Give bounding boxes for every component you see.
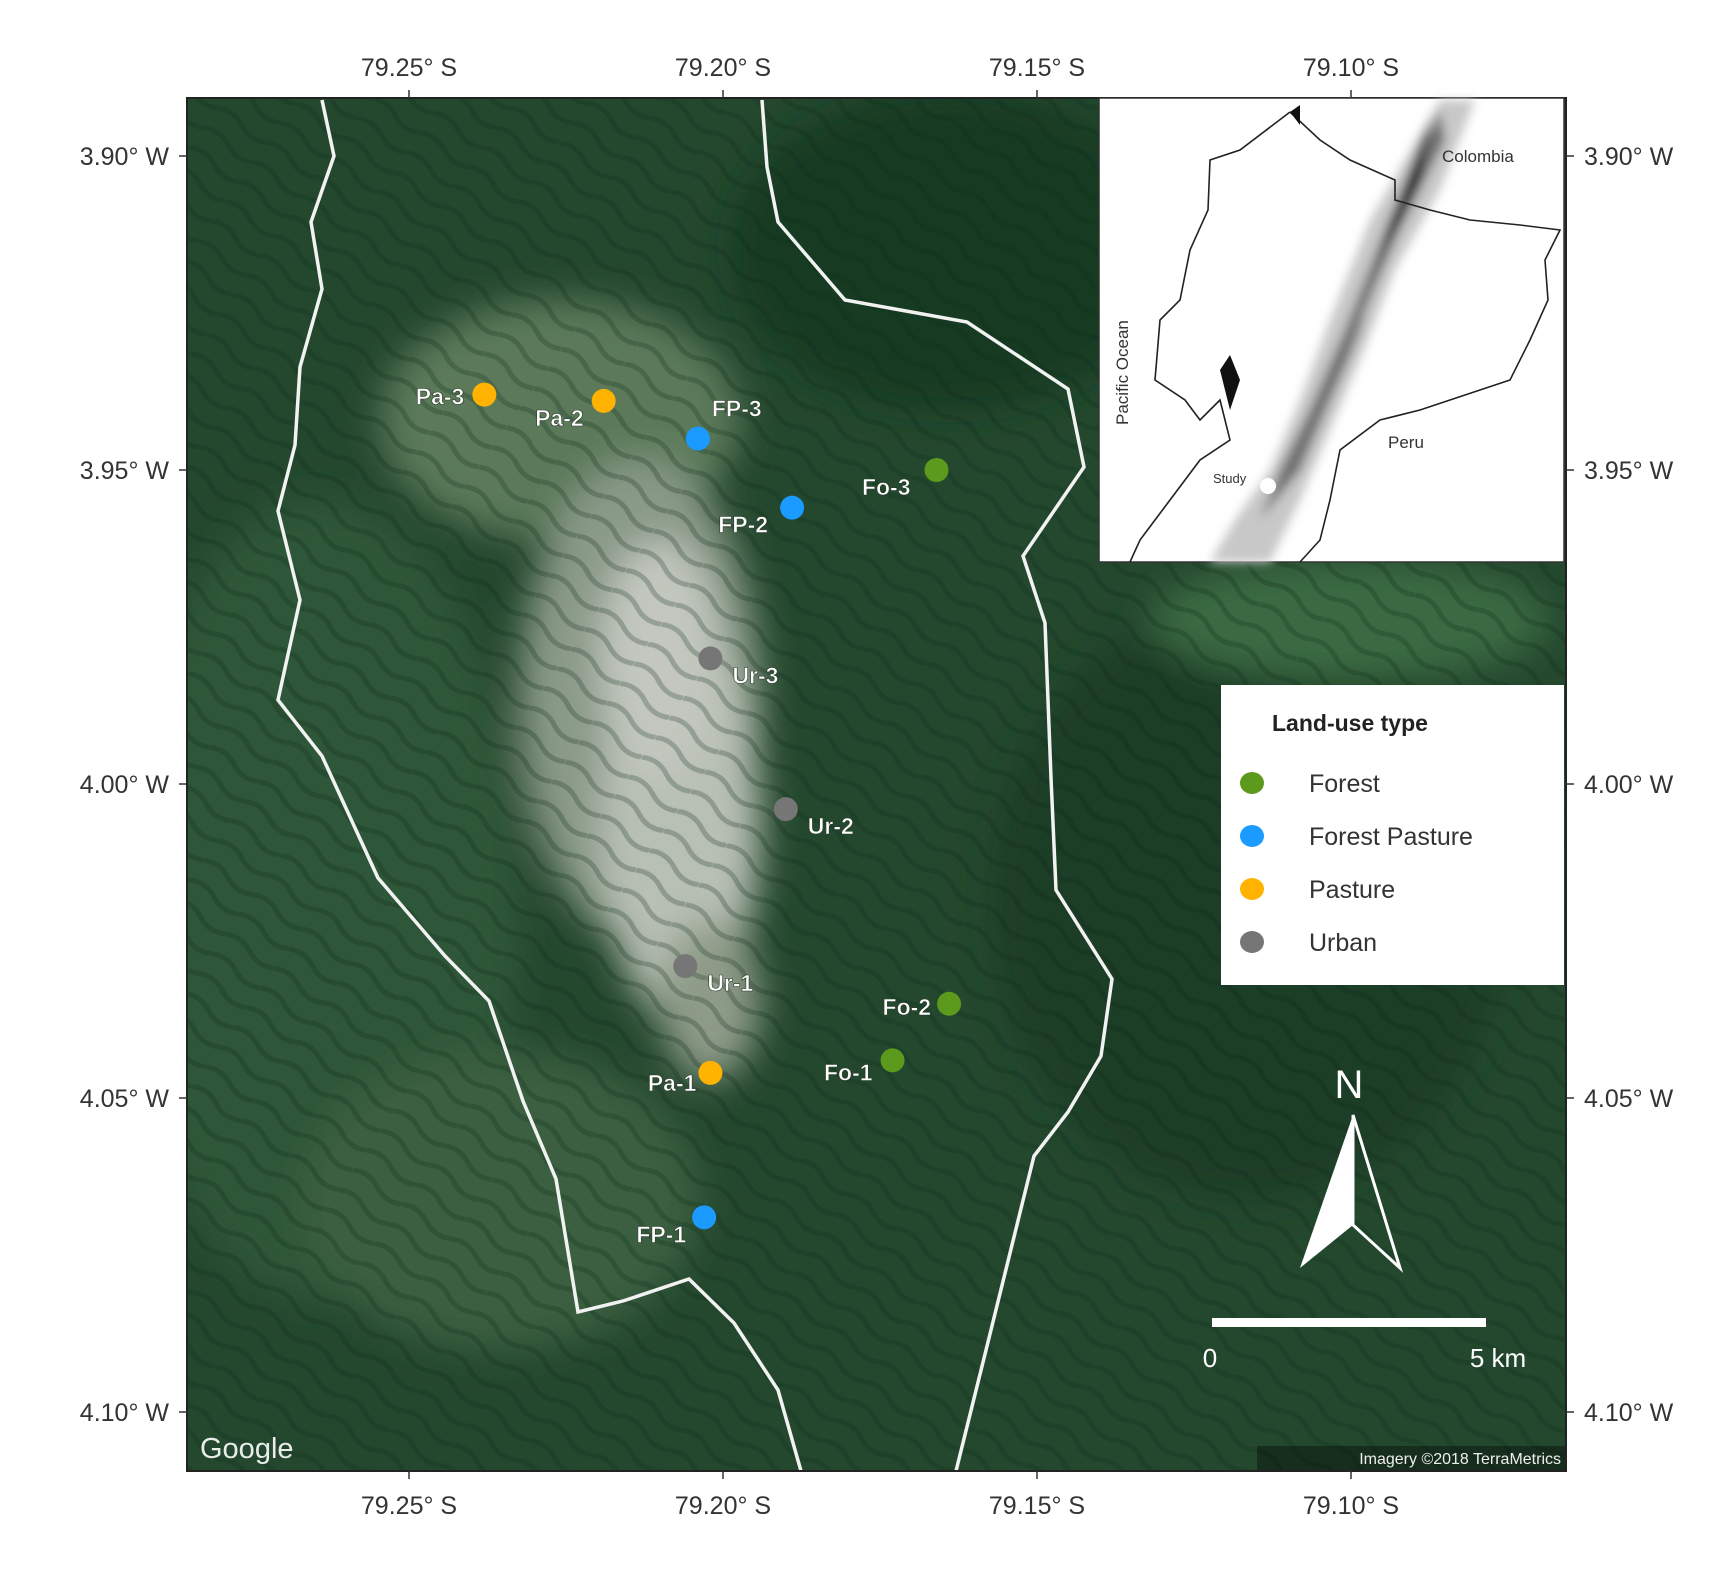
legend-swatch	[1240, 825, 1264, 847]
north-label: N	[1335, 1063, 1364, 1107]
y-tick-label-left: 4.05° W	[80, 1085, 170, 1113]
x-tick-label-top: 79.20° S	[675, 54, 771, 82]
legend-label: Pasture	[1309, 876, 1395, 904]
x-tick-label-bottom: 79.15° S	[989, 1492, 1085, 1520]
site-marker[interactable]	[937, 991, 962, 1016]
y-tick-label-right: 4.05° W	[1584, 1085, 1674, 1113]
legend-swatch	[1240, 878, 1264, 900]
y-tick-label-left: 4.10° W	[80, 1399, 170, 1427]
site-fo-2[interactable]: Fo-2	[882, 991, 962, 1020]
study-area-boundary	[276, 99, 1114, 1471]
site-label: Fo-2	[883, 994, 932, 1020]
legend-item-forest-pasture: Forest Pasture	[1240, 823, 1473, 851]
y-tick-label-right: 4.10° W	[1584, 1399, 1674, 1427]
x-tick-label-bottom: 79.25° S	[361, 1492, 457, 1520]
legend-title: Land-use type	[1272, 710, 1428, 736]
scale-bar-end: 5 km	[1470, 1343, 1526, 1373]
scale-bar: 0 5 km	[1203, 1318, 1526, 1373]
site-marker[interactable]	[880, 1048, 905, 1073]
site-label: Fo-1	[824, 1059, 873, 1085]
site-label: Fo-3	[862, 474, 911, 500]
x-tick-label-bottom: 79.20° S	[675, 1492, 771, 1520]
legend-item-pasture: Pasture	[1240, 876, 1395, 904]
x-tick-label-bottom: 79.10° S	[1303, 1492, 1399, 1520]
site-fp-3[interactable]: FP-3	[685, 395, 762, 451]
x-tick-label-top: 79.10° S	[1303, 54, 1399, 82]
site-marker[interactable]	[698, 1060, 723, 1085]
site-pa-1[interactable]: Pa-1	[648, 1060, 723, 1096]
legend-label: Urban	[1309, 929, 1377, 957]
x-tick-label-top: 79.15° S	[989, 54, 1085, 82]
site-label: Ur-1	[707, 970, 753, 996]
imagery-attribution: Imagery ©2018 TerraMetrics	[1359, 1451, 1561, 1468]
site-marker[interactable]	[924, 458, 949, 482]
y-tick-label-right: 3.90° W	[1584, 143, 1674, 171]
legend-swatch	[1240, 931, 1264, 953]
site-fp-1[interactable]: FP-1	[636, 1205, 717, 1248]
legend-item-urban: Urban	[1240, 929, 1377, 957]
legend-label: Forest Pasture	[1309, 823, 1473, 851]
site-fo-1[interactable]: Fo-1	[824, 1048, 905, 1086]
site-pa-3[interactable]: Pa-3	[415, 382, 497, 410]
legend-swatch	[1240, 772, 1264, 794]
north-arrow: N	[1300, 1063, 1404, 1273]
site-label: Pa-2	[535, 405, 584, 431]
site-marker[interactable]	[591, 388, 616, 413]
site-label: FP-1	[636, 1221, 686, 1247]
site-marker[interactable]	[673, 954, 698, 979]
site-label: FP-3	[712, 396, 762, 422]
site-marker[interactable]	[773, 797, 798, 822]
y-tick-label-right: 4.00° W	[1584, 771, 1674, 799]
inset-label-pacific-ocean: Pacific Ocean	[1113, 320, 1132, 425]
site-fo-3[interactable]: Fo-3	[862, 458, 949, 500]
inset-map: Colombia Peru Pacific Ocean Study	[1098, 97, 1565, 563]
site-label: Ur-3	[732, 662, 778, 688]
y-tick-label-left: 3.90° W	[80, 143, 170, 171]
inset-label-colombia: Colombia	[1442, 147, 1514, 166]
site-label: Pa-1	[648, 1070, 697, 1096]
y-tick-label-right: 3.95° W	[1584, 457, 1674, 485]
site-marker[interactable]	[685, 426, 710, 451]
site-ur-3[interactable]: Ur-3	[698, 646, 779, 689]
legend: Land-use type Forest Forest Pasture Pastur…	[1221, 685, 1564, 985]
y-tick-label-left: 3.95° W	[80, 457, 170, 485]
site-label: Ur-2	[808, 813, 854, 839]
site-ur-2[interactable]: Ur-2	[773, 797, 854, 839]
site-marker[interactable]	[692, 1205, 717, 1230]
site-fp-2[interactable]: FP-2	[718, 495, 805, 538]
site-marker[interactable]	[698, 646, 723, 671]
x-tick-label-top: 79.25° S	[361, 54, 457, 82]
site-marker[interactable]	[780, 495, 805, 520]
site-pa-2[interactable]: Pa-2	[535, 388, 616, 431]
site-marker[interactable]	[472, 382, 497, 407]
legend-label: Forest	[1309, 770, 1380, 798]
coordinate-ticks: 79.25° S 79.25° S 79.20° S 79.20° S 79.15° S…	[80, 54, 1674, 1520]
site-label: Pa-3	[416, 384, 465, 410]
scale-bar-start: 0	[1203, 1343, 1217, 1373]
inset-label-study: Study	[1213, 471, 1247, 486]
google-logo: Google	[200, 1433, 294, 1465]
y-tick-label-left: 4.00° W	[80, 771, 170, 799]
sampling-sites: Pa-3 Pa-2 FP-3 Fo-3 FP-2 Ur-3 Ur-2 Ur-1 Fo-2 Fo-1…	[415, 382, 962, 1248]
site-ur-1[interactable]: Ur-1	[673, 954, 754, 996]
inset-label-peru: Peru	[1388, 433, 1424, 452]
legend-item-forest: Forest	[1240, 770, 1380, 798]
site-label: FP-2	[718, 512, 768, 538]
